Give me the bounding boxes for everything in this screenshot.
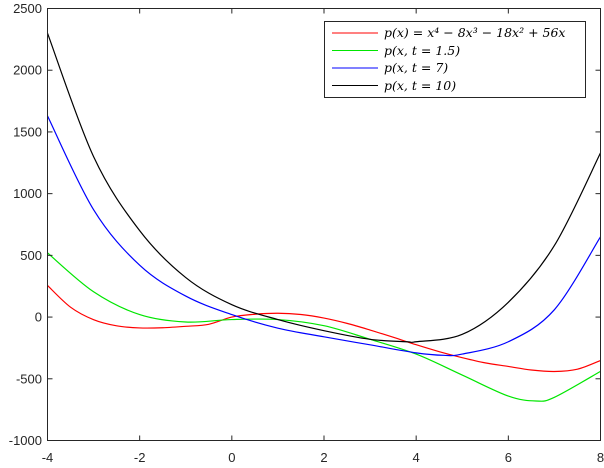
x-tick-label: -2 — [134, 450, 146, 465]
series-line-3 — [46, 32, 602, 344]
x-tick-label: 8 — [597, 450, 604, 465]
series-line-1 — [47, 252, 601, 402]
y-tick-label: 1000 — [13, 186, 42, 201]
y-tick-label: 1500 — [13, 124, 42, 139]
x-tick-label: 4 — [413, 450, 420, 465]
plot-lines — [46, 32, 602, 402]
y-tick-label: -500 — [16, 371, 42, 386]
x-tick-label: -4 — [42, 450, 54, 465]
x-tick-label: 0 — [228, 450, 235, 465]
legend-box — [324, 21, 586, 98]
legend-label-2: p(x, t = 7) — [384, 60, 448, 75]
x-tick-label: 6 — [505, 450, 512, 465]
y-tick-label: 2500 — [13, 1, 42, 16]
y-tick-label: 500 — [20, 248, 42, 263]
axis-tick-labels: -4 -2 0 2 4 6 8 -1000 -500 0 500 1000 1500 2000 2500 — [9, 1, 604, 465]
y-tick-label: -1000 — [9, 433, 42, 448]
legend-label-1: p(x, t = 1.5) — [384, 43, 460, 58]
legend-label-0: p(x) = x⁴ − 8x³ − 18x² + 56x — [384, 25, 565, 40]
series-line-2 — [46, 115, 602, 357]
x-tick-label: 2 — [320, 450, 327, 465]
series-line-0 — [47, 285, 601, 373]
y-tick-label: 2000 — [13, 63, 42, 78]
y-tick-label: 0 — [35, 310, 42, 325]
legend-label-3: p(x, t = 10) — [384, 78, 456, 93]
axis-ticks — [47, 8, 601, 441]
legend: p(x) = x⁴ − 8x³ − 18x² + 56x p(x, t = 1.… — [324, 21, 586, 98]
